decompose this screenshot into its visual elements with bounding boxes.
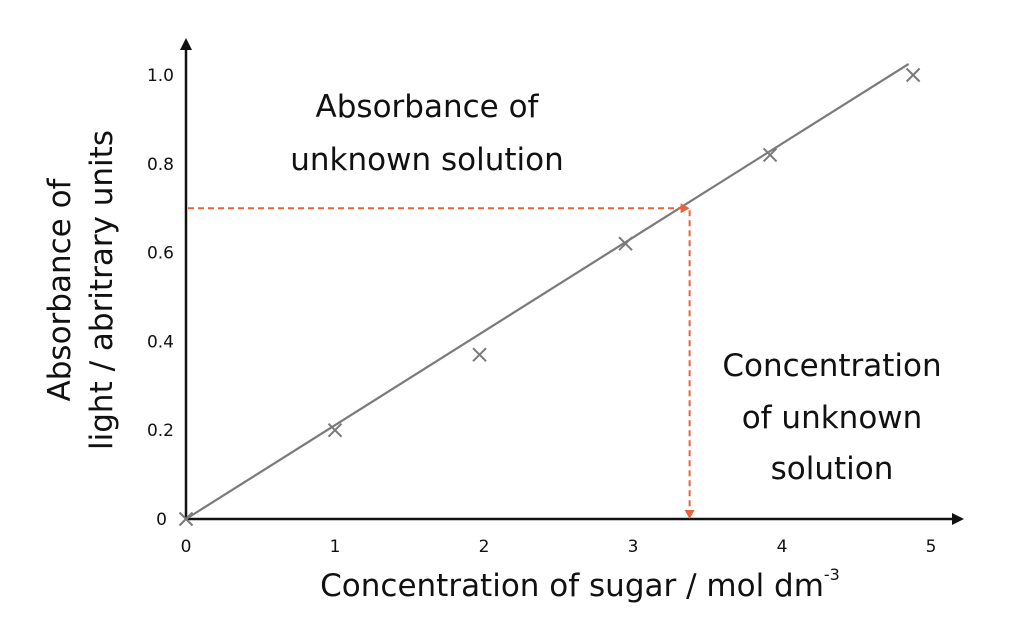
x-tick-label: 2 <box>479 537 490 557</box>
x-tick-label: 1 <box>330 537 341 557</box>
data-point <box>178 511 194 527</box>
concentration-guide-arrow <box>684 510 695 519</box>
y-axis-arrow <box>180 38 192 50</box>
absorbance-annotation-line2: unknown solution <box>290 142 563 178</box>
data-point <box>618 236 633 251</box>
y-tick-label: 1.0 <box>147 66 174 86</box>
x-tick-labels: 0 1 2 3 4 5 <box>181 537 937 557</box>
y-tick-label: 0.2 <box>147 421 174 441</box>
x-axis-title-superscript: -3 <box>824 565 840 584</box>
y-tick-labels: 0 0.2 0.4 0.6 0.8 1.0 <box>147 66 174 530</box>
concentration-annotation-line1: Concentration <box>722 348 941 384</box>
data-points <box>178 67 921 527</box>
data-point <box>327 422 343 438</box>
x-tick-label: 3 <box>628 537 639 557</box>
concentration-annotation-line2: of unknown <box>742 400 923 436</box>
absorbance-annotation-line1: Absorbance of <box>316 89 540 125</box>
absorbance-guide-arrow <box>680 203 690 214</box>
unknown-guides <box>188 203 695 519</box>
best-fit-line <box>185 62 910 520</box>
x-tick-label: 5 <box>926 537 937 557</box>
data-point-stroke <box>327 422 343 438</box>
y-axis-title-line1: Absorbance of <box>42 177 78 401</box>
x-tick-label: 4 <box>777 537 788 557</box>
y-axis-title: Absorbance of light / abritrary units <box>42 130 120 450</box>
data-point <box>762 147 778 163</box>
x-axis-title-text: Concentration of sugar / mol dm <box>320 568 824 604</box>
data-point-stroke <box>762 147 778 163</box>
data-point-stroke <box>618 236 633 251</box>
y-tick-label: 0 <box>156 510 167 530</box>
concentration-annotation-line3: solution <box>771 451 894 487</box>
data-point <box>472 347 487 362</box>
x-tick-label: 0 <box>181 537 192 557</box>
y-tick-label: 0.4 <box>147 332 174 352</box>
y-axis-title-line2: light / abritrary units <box>84 130 120 450</box>
data-point-stroke <box>178 511 194 527</box>
x-axis-arrow <box>952 513 964 525</box>
data-point-stroke <box>472 347 487 362</box>
y-tick-label: 0.8 <box>147 155 174 175</box>
x-axis-title: Concentration of sugar / mol dm-3 <box>320 565 840 604</box>
data-point-stroke <box>905 67 921 83</box>
data-point <box>905 67 921 83</box>
y-tick-label: 0.6 <box>147 244 174 264</box>
